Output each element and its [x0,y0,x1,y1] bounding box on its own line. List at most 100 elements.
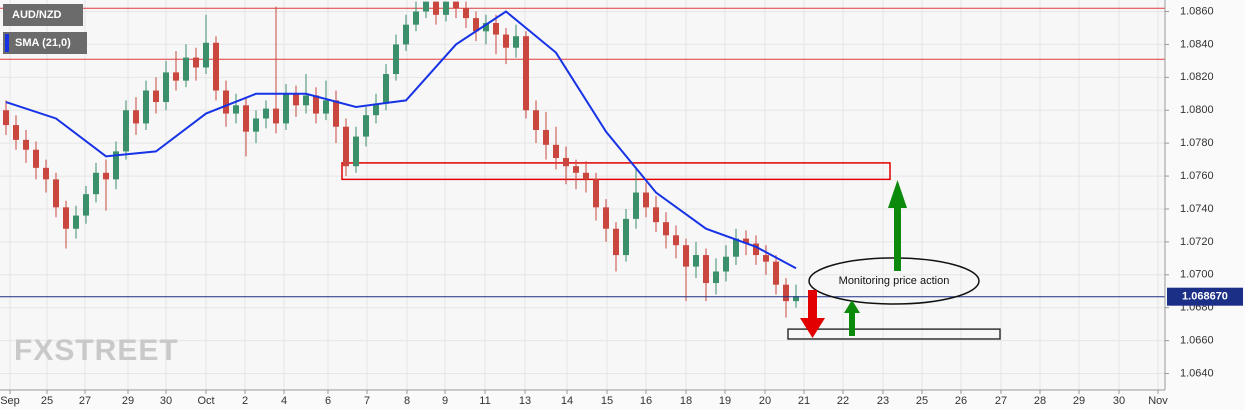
legend-box [3,4,83,26]
x-tick-label: 18 [680,395,692,407]
candle-body [373,103,379,116]
candle-body [543,130,549,145]
candle-body [363,115,369,137]
x-tick-label: 11 [479,395,490,407]
candle-body [163,72,169,103]
candle-body [723,256,729,272]
candle-body [243,105,249,132]
candle-body [633,192,639,219]
candle-body [353,136,359,167]
x-tick-label: 25 [41,395,53,407]
candle-body [133,110,139,124]
x-tick-label: 30 [160,395,172,407]
y-tick-label: 1.0800 [1180,104,1214,116]
zone [341,162,891,181]
candle-body [203,42,209,68]
x-tick-label: 27 [79,395,91,407]
x-tick-label: 13 [519,395,531,407]
candle-body [773,261,779,285]
sma-line [5,10,797,270]
candle-body [413,11,419,25]
candle-body [683,245,689,267]
candle-body [673,235,679,246]
candle-body [333,100,339,127]
candle-body [523,36,529,111]
candle-body [713,271,719,284]
x-tick-label: 25 [916,395,928,407]
candle-body [33,149,39,168]
candle-body [173,72,179,81]
current-price-box [1167,287,1243,306]
candle-body [233,105,239,114]
x-tick-label: 9 [442,395,448,407]
x-tick-label: 20 [759,395,771,407]
candle-body [453,1,459,9]
legend-box [3,32,87,54]
x-tick-label: 16 [640,395,652,407]
candle-body [743,238,749,244]
candle-body [303,95,309,106]
axis-background [1165,0,1245,410]
x-tick-label: 23 [877,395,889,407]
candle-body [753,243,759,256]
y-tick-label: 1.0660 [1180,335,1214,347]
candle-body [23,139,29,150]
arrow-down [800,290,825,338]
y-tick-label: 1.0740 [1180,203,1214,215]
candle-body [93,172,99,195]
zone [787,328,1001,340]
candle-body [763,255,769,262]
x-tick-label: 19 [719,395,731,407]
legend-label: SMA (21,0) [15,37,71,49]
candle-body [183,57,189,81]
x-tick-label: 14 [561,395,573,407]
candle-body [283,93,289,124]
candle-body [533,110,539,130]
y-tick-label: 1.0720 [1180,236,1214,248]
arrow-up [844,300,860,336]
plot-background [0,0,1165,390]
candle-body [733,238,739,257]
candle-body [53,179,59,208]
candle-body [423,1,429,12]
candle-body [493,23,499,35]
candle-body [663,222,669,236]
candle-body [783,284,789,302]
candle-body [83,194,89,216]
current-price-label: 1.068670 [1182,291,1228,303]
x-tick-label: 2 [242,395,248,407]
candle-body [263,108,269,119]
legend: AUD/NZD SMA (21,0) [3,4,87,54]
x-tick-label: 28 [1034,395,1046,407]
candle-body [563,157,569,167]
candle-body [223,90,229,114]
candle-body [143,90,149,124]
candle-body [553,144,559,158]
x-tick-label: 21 [798,395,810,407]
candle-body [43,167,49,180]
candle-body [213,42,219,91]
candle-body [293,93,299,106]
candle-body [623,218,629,256]
axis-background [0,390,1165,410]
candle-body [443,1,449,15]
candle-body [153,90,159,103]
x-tick-label: 26 [955,395,967,407]
x-tick-label: 8 [404,395,410,407]
candle-body [113,151,119,180]
candle-body [593,179,599,208]
y-tick-label: 1.0640 [1180,367,1214,379]
candle-body [573,166,579,173]
y-tick-label: 1.0820 [1180,71,1214,83]
x-tick-label: 15 [601,395,613,407]
candle-body [13,125,19,140]
grid [0,0,1165,390]
y-tick-label: 1.0840 [1180,38,1214,50]
candle-body [3,110,9,126]
candle-body [503,34,509,48]
candle-body [193,57,199,68]
candle-body [63,207,69,229]
annotation: Monitoring price action [839,275,950,287]
candle-body [433,1,439,15]
x-tick-label: Oct [197,395,214,407]
